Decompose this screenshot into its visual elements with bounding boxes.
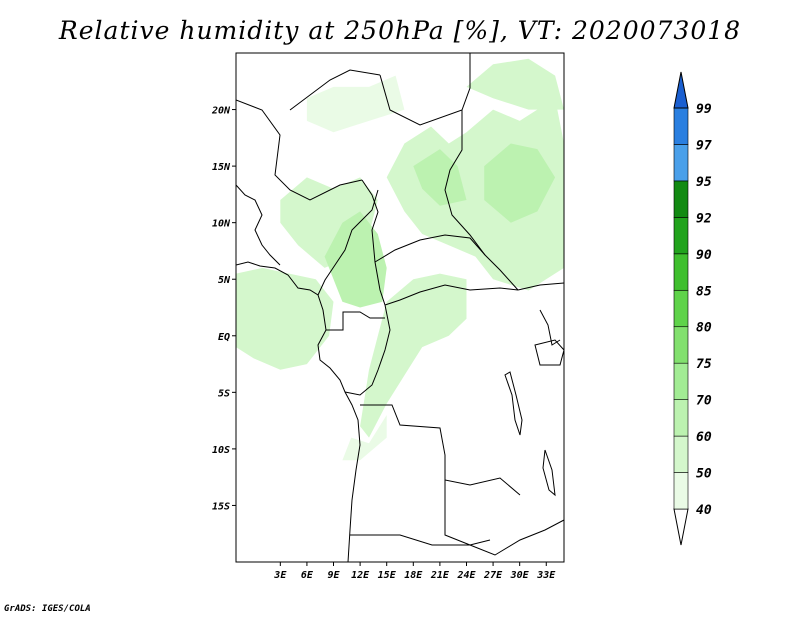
colorbar-label: 40 xyxy=(696,503,712,518)
lon-tick-label: 30E xyxy=(510,570,530,581)
border-chad-sudan xyxy=(444,110,519,291)
colorbar-label: 90 xyxy=(696,248,712,263)
lat-tick-label: 5S xyxy=(218,388,230,399)
lon-tick-label: 15E xyxy=(378,570,397,581)
border-niger-algeria xyxy=(289,69,381,111)
colorbar-bin xyxy=(673,107,689,145)
latitude-axis: 20N 15N 10N 5N EQ 5S 10S 15S xyxy=(211,106,236,512)
lat-tick-label: 15N xyxy=(212,162,231,173)
colorbar-label: 95 xyxy=(696,175,712,190)
colorbar-bin xyxy=(673,217,689,255)
lon-tick-label: 3E xyxy=(273,570,287,581)
coastline-west-africa xyxy=(236,261,361,562)
humid-area-cameroon xyxy=(324,211,387,308)
map-frame xyxy=(235,52,565,563)
border-gabon xyxy=(326,311,385,331)
lake-malawi xyxy=(542,449,556,497)
lon-tick-label: 12E xyxy=(351,570,370,581)
colorbar-label: 85 xyxy=(696,284,712,299)
humid-area-gulf-guinea xyxy=(236,267,334,370)
colorbar-label: 97 xyxy=(696,138,712,153)
lon-tick-label: 21E xyxy=(430,570,450,581)
humid-area-angola-coast xyxy=(342,415,387,461)
lon-tick-label: 18E xyxy=(404,570,423,581)
country-borders xyxy=(236,53,564,562)
border-nigeria-cameroon xyxy=(317,189,379,296)
lat-tick-label: EQ xyxy=(218,332,230,343)
humid-area-sahara-north xyxy=(306,75,405,133)
border-senegal-west xyxy=(236,184,281,266)
colorbar-over-triangle xyxy=(673,71,689,109)
colorbar-bin xyxy=(673,289,689,328)
colorbar-label: 92 xyxy=(696,211,712,226)
border-mali-niger xyxy=(236,99,363,201)
colorbar-label: 99 xyxy=(696,102,712,117)
border-libya-chad xyxy=(379,53,471,126)
border-east-africa xyxy=(517,282,564,291)
colorbar-bin xyxy=(673,253,689,291)
humid-area-chad-core xyxy=(413,149,467,206)
colorbar: 40 50 60 70 75 80 85 90 92 95 97 99 xyxy=(673,71,712,546)
border-congo-drc xyxy=(384,284,519,306)
colorbar-label: 80 xyxy=(696,321,712,336)
border-drc-angola xyxy=(360,404,521,496)
lat-tick-label: 10N xyxy=(212,219,231,230)
humid-area-sudan-core xyxy=(484,143,556,223)
colorbar-bin xyxy=(673,180,689,218)
colorbar-label: 70 xyxy=(696,394,712,409)
colorbar-label: 75 xyxy=(696,357,712,372)
border-chad-west xyxy=(361,179,386,306)
credit-label: GrADS: IGES/COLA xyxy=(4,604,91,614)
lat-tick-label: 5N xyxy=(218,275,231,286)
lat-tick-label: 15S xyxy=(212,501,230,512)
border-car xyxy=(374,234,486,263)
colorbar-under-triangle xyxy=(673,508,689,546)
lake-tanganyika xyxy=(504,371,523,436)
lon-tick-label: 27E xyxy=(483,570,503,581)
colorbar-bin xyxy=(673,362,689,400)
lon-tick-label: 33E xyxy=(536,570,556,581)
colorbar-bin xyxy=(673,399,689,437)
humid-area-northeast-top xyxy=(466,58,564,110)
colorbar-bin xyxy=(673,326,689,364)
colorbar-label: 50 xyxy=(696,467,712,482)
border-drc-west xyxy=(344,304,391,396)
colorbar-label: 60 xyxy=(696,430,712,445)
border-zambia-south xyxy=(444,480,564,556)
lon-tick-label: 24E xyxy=(456,570,476,581)
colorbar-bin xyxy=(673,472,689,510)
longitude-axis: 3E 6E 9E 12E 15E 18E 21E 24E 27E 30E 33E xyxy=(273,562,556,581)
lon-tick-label: 9E xyxy=(327,570,340,581)
chart-title: Relative humidity at 250hPa [%], VT: 202… xyxy=(58,16,742,45)
humidity-layer xyxy=(236,58,564,461)
nile-border xyxy=(539,309,561,346)
lat-tick-label: 10S xyxy=(212,445,230,456)
colorbar-bin xyxy=(673,144,689,182)
border-angola-namibia xyxy=(350,534,491,546)
lon-tick-label: 6E xyxy=(301,570,314,581)
colorbar-bin xyxy=(673,435,689,473)
lat-tick-label: 20N xyxy=(211,106,231,117)
